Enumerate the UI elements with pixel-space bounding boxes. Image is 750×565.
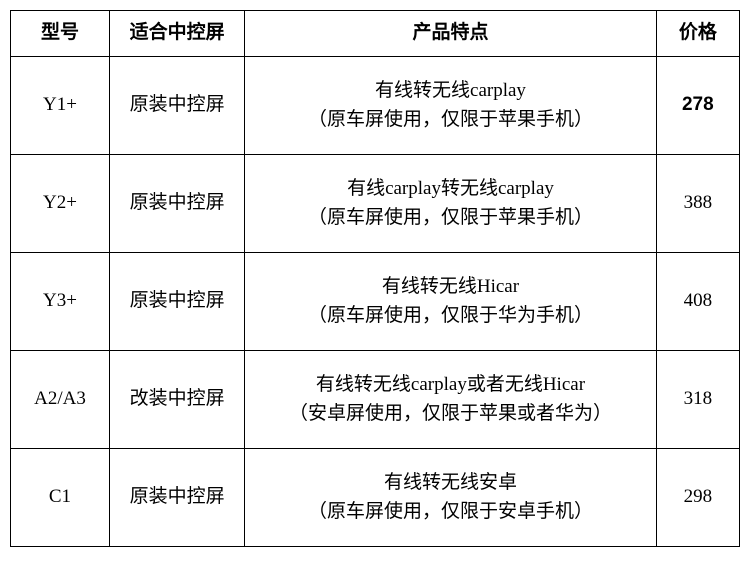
cell-feature: 有线转无线carplay （原车屏使用，仅限于苹果手机） xyxy=(245,57,656,155)
cell-price: 298 xyxy=(656,449,739,547)
cell-model: A2/A3 xyxy=(11,351,110,449)
cell-price: 408 xyxy=(656,253,739,351)
table-row: Y2+ 原装中控屏 有线carplay转无线carplay （原车屏使用，仅限于… xyxy=(11,155,740,253)
feature-line2: （原车屏使用，仅限于华为手机） xyxy=(251,302,649,331)
cell-model: Y3+ xyxy=(11,253,110,351)
cell-feature: 有线转无线Hicar （原车屏使用，仅限于华为手机） xyxy=(245,253,656,351)
cell-feature: 有线转无线carplay或者无线Hicar （安卓屏使用，仅限于苹果或者华为） xyxy=(245,351,656,449)
feature-line1: 有线转无线Hicar xyxy=(251,273,649,302)
table-row: C1 原装中控屏 有线转无线安卓 （原车屏使用，仅限于安卓手机） 298 xyxy=(11,449,740,547)
cell-model: Y2+ xyxy=(11,155,110,253)
feature-line1: 有线carplay转无线carplay xyxy=(251,175,649,204)
cell-feature: 有线carplay转无线carplay （原车屏使用，仅限于苹果手机） xyxy=(245,155,656,253)
cell-screen: 原装中控屏 xyxy=(109,57,244,155)
feature-line2: （原车屏使用，仅限于苹果手机） xyxy=(251,204,649,233)
header-model: 型号 xyxy=(11,11,110,57)
product-table-container: 型号 适合中控屏 产品特点 价格 Y1+ 原装中控屏 有线转无线carplay … xyxy=(10,10,740,547)
feature-line1: 有线转无线carplay xyxy=(251,77,649,106)
feature-line2: （原车屏使用，仅限于苹果手机） xyxy=(251,106,649,135)
table-row: A2/A3 改装中控屏 有线转无线carplay或者无线Hicar （安卓屏使用… xyxy=(11,351,740,449)
table-row: Y1+ 原装中控屏 有线转无线carplay （原车屏使用，仅限于苹果手机） 2… xyxy=(11,57,740,155)
cell-price: 318 xyxy=(656,351,739,449)
header-row: 型号 适合中控屏 产品特点 价格 xyxy=(11,11,740,57)
cell-screen: 原装中控屏 xyxy=(109,449,244,547)
cell-price: 388 xyxy=(656,155,739,253)
feature-line1: 有线转无线安卓 xyxy=(251,469,649,498)
feature-line2: （原车屏使用，仅限于安卓手机） xyxy=(251,498,649,527)
cell-model: C1 xyxy=(11,449,110,547)
cell-price: 278 xyxy=(656,57,739,155)
cell-screen: 原装中控屏 xyxy=(109,253,244,351)
product-table: 型号 适合中控屏 产品特点 价格 Y1+ 原装中控屏 有线转无线carplay … xyxy=(10,10,740,547)
cell-screen: 原装中控屏 xyxy=(109,155,244,253)
header-price: 价格 xyxy=(656,11,739,57)
header-screen: 适合中控屏 xyxy=(109,11,244,57)
feature-line2: （安卓屏使用，仅限于苹果或者华为） xyxy=(251,400,649,429)
header-feature: 产品特点 xyxy=(245,11,656,57)
cell-screen: 改装中控屏 xyxy=(109,351,244,449)
table-row: Y3+ 原装中控屏 有线转无线Hicar （原车屏使用，仅限于华为手机） 408 xyxy=(11,253,740,351)
cell-model: Y1+ xyxy=(11,57,110,155)
feature-line1: 有线转无线carplay或者无线Hicar xyxy=(251,371,649,400)
cell-feature: 有线转无线安卓 （原车屏使用，仅限于安卓手机） xyxy=(245,449,656,547)
